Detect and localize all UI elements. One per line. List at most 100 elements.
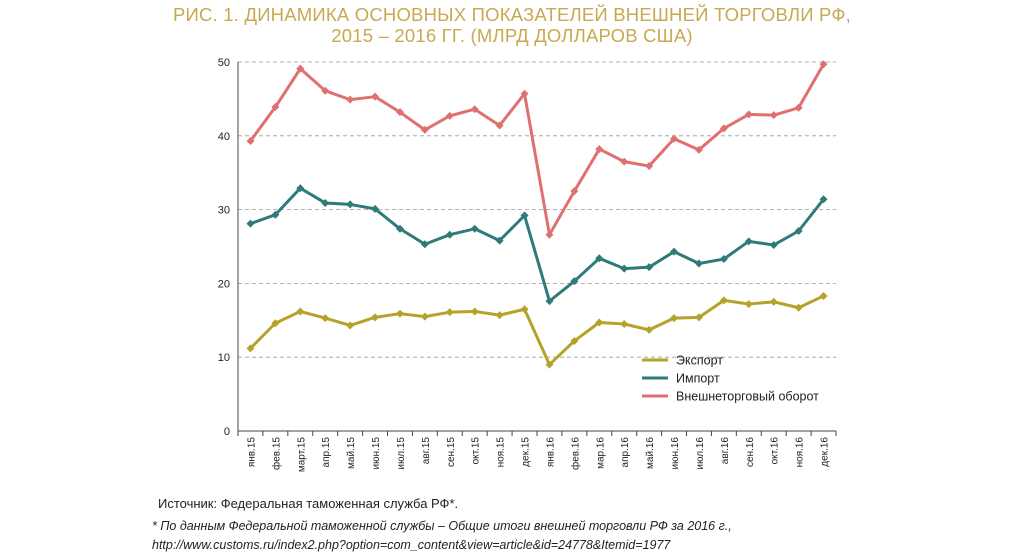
series-line — [249, 63, 825, 237]
series-1 — [246, 291, 828, 369]
data-point — [694, 259, 703, 268]
data-point — [744, 300, 753, 309]
data-point — [296, 64, 305, 73]
data-point — [645, 325, 654, 334]
data-point — [420, 312, 429, 321]
x-tick-label: апр.15 — [321, 437, 332, 468]
x-tick-label: дек.15 — [521, 437, 532, 467]
data-point — [794, 103, 803, 112]
data-point — [495, 311, 504, 320]
data-point — [719, 255, 728, 264]
data-point — [620, 264, 629, 273]
data-point — [620, 319, 629, 328]
data-point — [545, 360, 554, 369]
data-point — [645, 263, 654, 272]
data-point — [819, 195, 828, 204]
data-point — [445, 230, 454, 239]
footnote: * По данным Федеральной таможенной служб… — [152, 519, 732, 552]
x-tick-label: дек.16 — [820, 437, 831, 467]
line-chart: 0 10 20 30 40 50 янв.15 фев.15 март.15 апр.15 май.… — [218, 57, 837, 473]
data-point — [495, 236, 504, 245]
x-tick-label: фев.15 — [270, 437, 282, 470]
x-tick-label: окт.15 — [471, 437, 482, 465]
x-tick-label: сен.16 — [745, 437, 756, 467]
data-point — [769, 297, 778, 306]
series-line — [249, 294, 825, 367]
data-point — [694, 145, 703, 154]
x-tick-label: авг.16 — [720, 437, 731, 465]
chart-title-line-2: 2015 – 2016 ГГ. (МЛРД ДОЛЛАРОВ США) — [331, 25, 693, 46]
data-point — [470, 224, 479, 233]
data-point — [620, 157, 629, 166]
y-tick-label: 20 — [218, 278, 230, 290]
x-tick-label: июл.16 — [695, 437, 706, 470]
data-point — [395, 309, 404, 318]
data-point — [246, 219, 255, 228]
data-point — [246, 344, 255, 353]
data-point — [570, 336, 579, 345]
x-tick-label: июл.15 — [396, 437, 407, 470]
data-point — [769, 241, 778, 250]
data-point — [371, 92, 380, 101]
x-tick-label: май.15 — [346, 437, 357, 469]
data-point — [595, 318, 604, 327]
data-point — [271, 319, 280, 328]
data-point — [445, 308, 454, 317]
data-point — [595, 254, 604, 263]
data-point — [395, 108, 404, 117]
data-point — [520, 211, 529, 220]
x-tick-label: ноя.16 — [795, 437, 806, 468]
data-point — [321, 314, 330, 323]
x-tick-label: мар.16 — [595, 437, 606, 469]
data-point — [470, 307, 479, 316]
data-point — [819, 291, 828, 300]
y-tick-label: 10 — [218, 352, 230, 364]
x-tick-label: март.15 — [296, 437, 307, 473]
x-tick-label: фев.16 — [569, 437, 581, 470]
legend-label: Экспорт — [676, 354, 723, 368]
y-tick-label: 0 — [224, 426, 230, 438]
series-2 — [246, 184, 828, 306]
x-tick-label: авг.15 — [421, 437, 432, 465]
data-point — [420, 240, 429, 249]
legend-item: Импорт — [642, 372, 720, 386]
data-point — [420, 125, 429, 134]
data-point — [719, 296, 728, 305]
legend-item: Экспорт — [642, 354, 723, 368]
data-point — [794, 303, 803, 312]
data-point — [595, 145, 604, 154]
x-tick-label: янв.16 — [545, 437, 556, 468]
data-point — [670, 314, 679, 323]
data-point — [520, 305, 529, 314]
data-point — [271, 103, 280, 112]
data-point — [570, 187, 579, 196]
data-point — [495, 121, 504, 130]
data-point — [794, 227, 803, 236]
data-point — [371, 313, 380, 322]
data-point — [769, 111, 778, 120]
y-tick-label: 40 — [218, 131, 230, 143]
data-point — [570, 277, 579, 286]
data-point — [395, 224, 404, 233]
data-point — [346, 200, 355, 209]
x-tick-label: ноя.15 — [496, 437, 507, 468]
data-point — [346, 321, 355, 330]
legend-label: Внешнеторговый оборот — [676, 390, 819, 404]
x-tick-label: янв.15 — [246, 437, 257, 468]
data-point — [545, 230, 554, 239]
x-tick-label: июн.15 — [371, 437, 382, 470]
data-point — [719, 124, 728, 133]
data-point — [520, 89, 529, 98]
data-point — [346, 95, 355, 104]
series-3 — [246, 60, 828, 239]
data-point — [271, 210, 280, 219]
data-point — [744, 110, 753, 119]
data-point — [694, 313, 703, 322]
data-point — [670, 134, 679, 143]
data-point — [744, 237, 753, 246]
data-point — [445, 111, 454, 120]
x-tick-label: май.16 — [645, 437, 656, 469]
data-point — [296, 184, 305, 193]
data-point — [371, 204, 380, 213]
data-point — [321, 198, 330, 207]
